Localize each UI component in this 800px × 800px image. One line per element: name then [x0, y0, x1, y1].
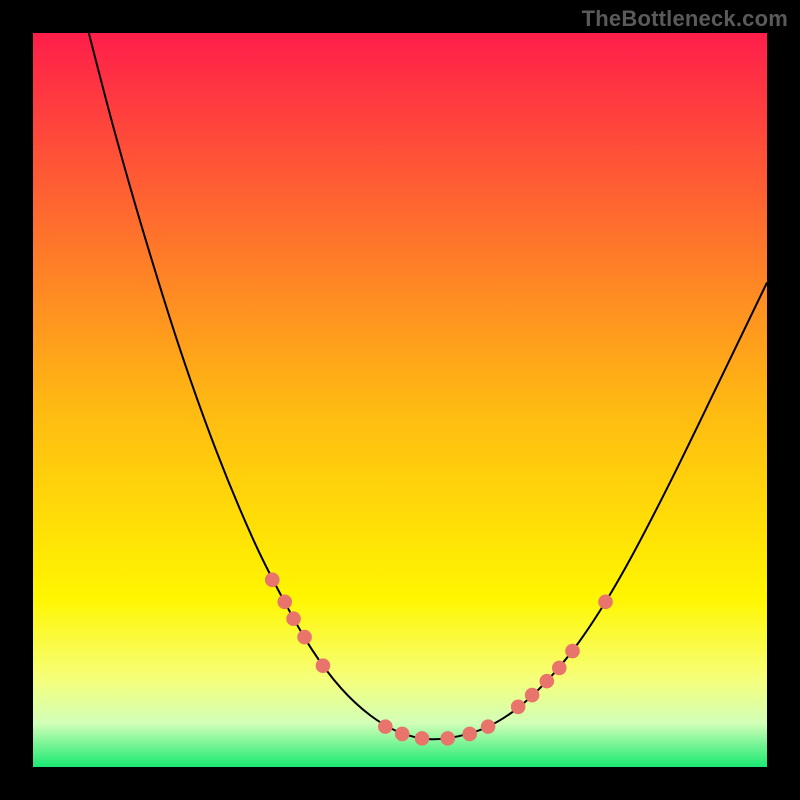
data-marker [462, 727, 477, 742]
data-marker [316, 658, 331, 673]
curve-overlay [0, 0, 800, 800]
data-marker [378, 719, 393, 734]
watermark-text: TheBottleneck.com [582, 6, 788, 32]
chart-container: TheBottleneck.com [0, 0, 800, 800]
data-marker [511, 700, 526, 715]
data-marker [540, 674, 555, 689]
data-marker [286, 611, 301, 626]
data-marker [525, 688, 540, 703]
data-marker [552, 661, 567, 676]
data-marker [598, 595, 613, 610]
data-marker [481, 719, 496, 734]
data-marker [277, 595, 292, 610]
data-marker [395, 727, 410, 742]
data-marker [297, 630, 312, 645]
data-marker [265, 573, 280, 588]
data-marker [415, 731, 430, 746]
bottleneck-curve [89, 33, 767, 739]
data-marker [440, 731, 455, 746]
data-marker [565, 644, 580, 659]
